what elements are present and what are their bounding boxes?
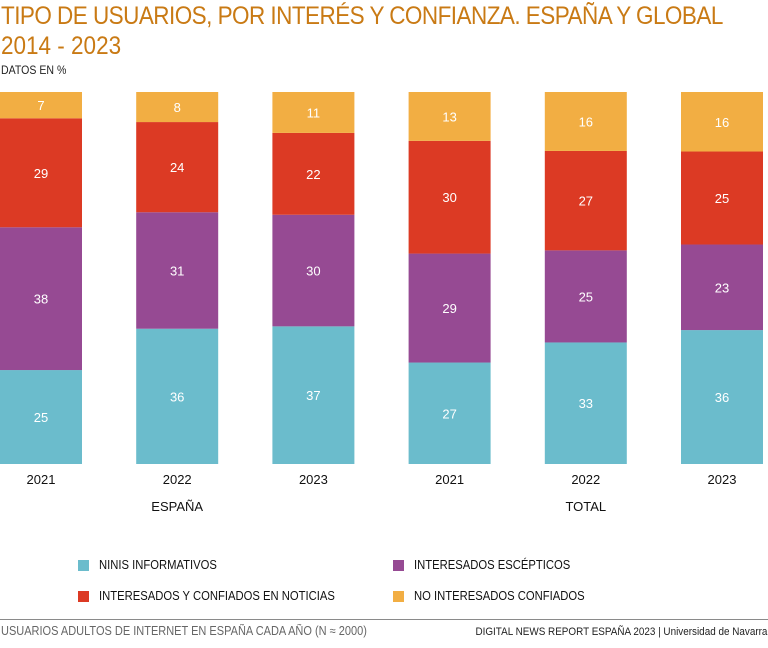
- data-label: 25: [715, 191, 729, 206]
- stacked-bar-chart: 25 38 29 7 2021 36 31 24 8 2022 37 30 22 11 2023 27 29 30…: [0, 92, 763, 514]
- bar-segment: [681, 330, 763, 464]
- legend-item-confiados-noticias: INTERESADOS Y CONFIADOS EN NOTICIAS: [78, 589, 361, 603]
- data-label: 36: [715, 390, 729, 405]
- legend-item-no-interesados: NO INTERESADOS CONFIADOS: [393, 589, 604, 603]
- legend-label: NO INTERESADOS CONFIADOS: [414, 589, 585, 603]
- data-label: 33: [579, 396, 593, 411]
- bar-segment: [0, 370, 82, 464]
- group-label: ESPAÑA: [151, 499, 203, 514]
- bar-segment: [408, 253, 491, 363]
- bar-segment: [272, 214, 355, 327]
- legend-swatch: [78, 559, 89, 571]
- data-label: 30: [306, 264, 320, 279]
- legend-label: INTERESADOS Y CONFIADOS EN NOTICIAS: [99, 589, 335, 603]
- data-label: 38: [34, 292, 48, 307]
- x-tick-label: 2023: [708, 472, 737, 487]
- bar-segment: [272, 132, 355, 215]
- group-label: TOTAL: [565, 499, 606, 514]
- x-tick-label: 2023: [299, 472, 328, 487]
- legend-swatch: [78, 590, 89, 602]
- data-label: 16: [715, 115, 729, 130]
- data-label: 11: [307, 105, 321, 120]
- data-label: 37: [306, 388, 320, 403]
- bar-segment: [544, 342, 627, 464]
- bar-segment: [0, 227, 82, 371]
- bar-segment: [272, 326, 355, 464]
- footer-divider: [0, 619, 768, 620]
- x-tick-label: 2021: [27, 472, 56, 487]
- legend-item-ninis: NINIS INFORMATIVOS: [78, 558, 230, 572]
- bar-segment: [136, 212, 219, 329]
- data-label: 29: [442, 301, 456, 316]
- bar-segment: [681, 92, 763, 152]
- report-credit: DIGITAL NEWS REPORT ESPAÑA 2023 | Univer…: [475, 626, 767, 638]
- bar-segment: [136, 122, 219, 213]
- data-label: 31: [170, 263, 184, 278]
- bar-segment: [408, 92, 491, 141]
- data-label: 25: [34, 410, 48, 425]
- bar-segment: [272, 92, 355, 133]
- bar-segment: [408, 140, 491, 254]
- units-label: DATOS EN %: [1, 63, 67, 77]
- x-tick-label: 2022: [163, 472, 192, 487]
- legend-label: INTERESADOS ESCÉPTICOS: [414, 558, 571, 572]
- data-label: 36: [170, 389, 184, 404]
- data-label: 30: [442, 190, 456, 205]
- x-tick-label: 2022: [571, 472, 600, 487]
- data-label: 27: [579, 194, 593, 209]
- data-label: 16: [579, 114, 593, 129]
- data-label: 13: [442, 109, 456, 124]
- data-label: 24: [170, 160, 184, 175]
- data-label: 22: [306, 167, 320, 182]
- x-tick-label: 2021: [435, 472, 464, 487]
- bar-segment: [136, 92, 219, 123]
- data-label: 8: [174, 100, 181, 115]
- source-note: USUARIOS ADULTOS DE INTERNET EN ESPAÑA C…: [1, 624, 367, 638]
- chart-subtitle: 2014 - 2023: [1, 32, 122, 60]
- bar-segment: [544, 92, 627, 151]
- legend-item-escepticos: INTERESADOS ESCÉPTICOS: [393, 558, 588, 572]
- bar-segment: [681, 244, 763, 331]
- data-label: 25: [579, 289, 593, 304]
- bar-segment: [0, 118, 82, 228]
- legend-swatch: [393, 559, 404, 571]
- bar-segment: [544, 150, 627, 251]
- bar-segment: [136, 328, 219, 464]
- legend-label: NINIS INFORMATIVOS: [99, 558, 217, 572]
- chart-title: TIPO DE USUARIOS, POR INTERÉS Y CONFIANZ…: [1, 2, 723, 30]
- data-label: 29: [34, 166, 48, 181]
- bar-segment: [544, 250, 627, 343]
- data-label: 23: [715, 280, 729, 295]
- bar-segment: [408, 362, 491, 464]
- data-label: 7: [37, 98, 44, 113]
- data-label: 27: [442, 406, 456, 421]
- bar-segment: [681, 151, 763, 245]
- legend-swatch: [393, 590, 404, 602]
- bar-segment: [0, 92, 82, 119]
